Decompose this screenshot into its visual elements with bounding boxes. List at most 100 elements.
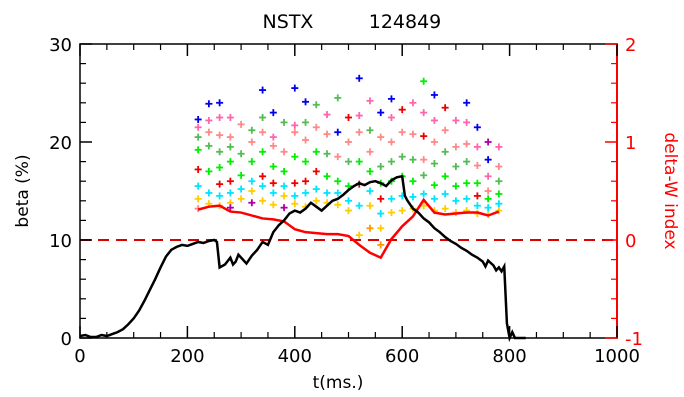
mode-marker xyxy=(420,190,428,198)
mode-marker xyxy=(398,153,406,161)
mode-marker xyxy=(280,148,288,156)
mode-marker xyxy=(355,112,363,120)
mode-marker xyxy=(345,207,352,215)
mode-marker xyxy=(345,114,352,121)
mode-marker xyxy=(323,130,331,138)
mode-marker xyxy=(334,128,342,136)
mode-marker xyxy=(452,143,460,151)
mode-marker xyxy=(420,156,428,164)
y-tick-label-right: 0 xyxy=(625,231,636,252)
mode-marker xyxy=(302,189,310,197)
mode-marker xyxy=(291,84,299,92)
mode-marker xyxy=(302,136,310,144)
beta-series-line xyxy=(79,174,526,343)
mode-marker xyxy=(484,138,492,146)
mode-marker xyxy=(216,114,224,121)
mode-marker xyxy=(484,195,492,203)
mode-marker xyxy=(226,204,234,212)
y-axis-title: beta (%) xyxy=(13,154,33,227)
mode-marker xyxy=(259,182,267,190)
mode-marker xyxy=(237,150,245,158)
mode-marker xyxy=(366,126,374,134)
mode-marker xyxy=(387,114,395,121)
mode-marker xyxy=(237,120,245,128)
mode-marker xyxy=(430,160,438,168)
mode-marker xyxy=(226,158,234,166)
mode-marker xyxy=(366,97,374,105)
tick-layer: 0 200 400 600 800 1000 0 10 20 30 -1 0 1 2 xyxy=(49,35,643,367)
mode-marker xyxy=(409,177,417,185)
mode-marker xyxy=(452,197,460,205)
mode-marker xyxy=(355,128,363,136)
mode-marker xyxy=(226,114,234,121)
mode-marker xyxy=(259,128,267,136)
chart-title-left: NSTX xyxy=(263,11,314,33)
mode-marker xyxy=(216,192,224,200)
mode-marker xyxy=(484,187,492,195)
mode-marker xyxy=(269,142,277,150)
mode-marker xyxy=(248,126,256,134)
mode-marker xyxy=(441,104,449,112)
mode-marker xyxy=(323,150,331,158)
mode-marker xyxy=(355,74,363,82)
y-tick-label: 0 xyxy=(61,329,72,350)
mode-marker xyxy=(441,148,449,156)
mode-marker xyxy=(216,163,224,171)
mode-marker xyxy=(216,180,224,188)
mode-marker xyxy=(291,192,299,200)
y-tick-label: 10 xyxy=(49,231,72,252)
mode-marker xyxy=(205,167,213,175)
mode-marker xyxy=(237,171,245,179)
mode-marker xyxy=(366,224,374,232)
mode-marker xyxy=(495,143,503,151)
mode-marker xyxy=(334,201,342,209)
mode-marker xyxy=(248,199,256,207)
mode-marker xyxy=(237,185,245,193)
mode-marker xyxy=(420,171,428,179)
mode-marker xyxy=(269,201,277,209)
mode-marker xyxy=(377,133,385,141)
mode-marker xyxy=(237,195,245,203)
mode-marker xyxy=(312,101,320,109)
mode-marker xyxy=(377,241,385,249)
mode-marker xyxy=(495,200,503,208)
mode-marker xyxy=(259,148,267,156)
mode-marker xyxy=(248,177,256,185)
dw-series-line xyxy=(197,197,500,260)
mode-marker xyxy=(420,109,428,117)
x-tick-label: 800 xyxy=(492,346,526,367)
mode-marker xyxy=(409,193,417,201)
y-axis-title-right: delta-W index xyxy=(660,132,680,249)
mode-marker xyxy=(377,195,385,203)
mode-marker xyxy=(430,116,438,124)
mode-marker xyxy=(430,181,438,189)
mode-marker xyxy=(259,114,267,121)
mode-marker xyxy=(366,167,374,175)
mode-marker xyxy=(409,130,417,138)
mode-marker xyxy=(194,133,202,141)
mode-marker xyxy=(280,182,288,190)
y-tick-label: 30 xyxy=(49,35,72,56)
mode-marker xyxy=(205,100,213,108)
mode-marker xyxy=(387,95,395,103)
mode-marker xyxy=(291,179,299,187)
mode-marker xyxy=(259,86,267,94)
mode-marker xyxy=(473,179,481,187)
mode-marker xyxy=(366,187,374,195)
mode-marker xyxy=(345,197,352,205)
mode-marker xyxy=(441,172,449,180)
mode-marker xyxy=(194,115,202,123)
mode-marker xyxy=(398,106,406,114)
mode-marker xyxy=(226,133,234,141)
x-tick-label: 1000 xyxy=(594,346,640,367)
mode-marker xyxy=(377,224,385,232)
mode-marker xyxy=(291,153,299,161)
mode-marker xyxy=(216,131,224,139)
mode-marker xyxy=(334,94,342,102)
mode-marker xyxy=(463,158,471,166)
mode-marker xyxy=(473,202,481,210)
mode-marker xyxy=(205,189,213,197)
mode-marker xyxy=(248,187,256,195)
mode-marker xyxy=(302,98,310,106)
mode-marker xyxy=(387,138,395,146)
